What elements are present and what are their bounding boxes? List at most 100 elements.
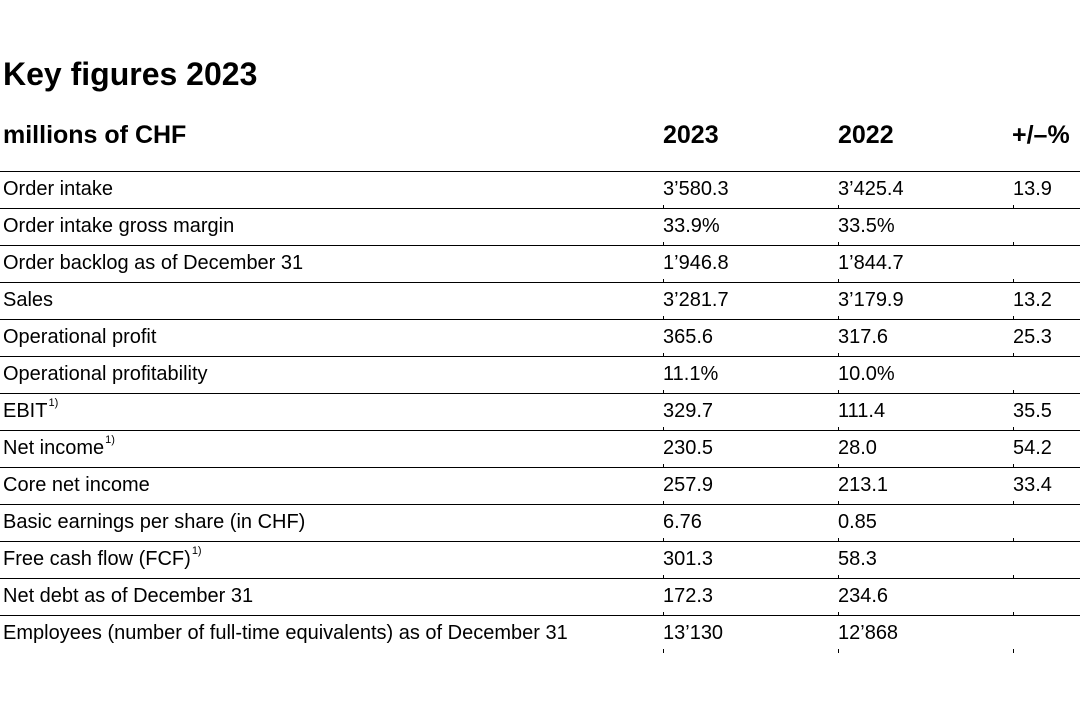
rule-tick: [838, 279, 839, 283]
value-2023: 257.9: [663, 474, 714, 496]
row-label-text: Net income: [3, 437, 105, 459]
value-2023: 1’946.8: [663, 252, 729, 274]
rule-tick: [838, 205, 839, 209]
value-2022: 0.85: [838, 511, 877, 533]
table-row: EBIT1) 329.7 111.4 35.5: [0, 394, 1080, 431]
value-2023: 172.3: [663, 585, 714, 607]
value-2023: 3’281.7: [663, 289, 729, 311]
table-row: Core net income 257.9 213.1 33.4: [0, 468, 1080, 505]
value-2023: 11.1%: [663, 363, 719, 385]
value-2022: 317.6: [838, 326, 889, 348]
row-label-text: Net debt as of December 31: [3, 585, 254, 607]
value-2022: 10.0%: [838, 363, 895, 385]
row-label-text: Sales: [3, 289, 54, 311]
table-header-row: millions of CHF 2023 2022 +/–%: [0, 113, 1080, 172]
value-2023: 6.76: [663, 511, 702, 533]
rule-tick: [1013, 649, 1014, 653]
rule-tick: [1013, 612, 1014, 616]
table-row: Basic earnings per share (in CHF) 6.76 0.8…: [0, 505, 1080, 542]
rule-tick: [1013, 316, 1014, 320]
row-label: Net income1): [3, 435, 115, 461]
rule-tick: [1013, 205, 1014, 209]
row-label-text: Order intake gross margin: [3, 215, 235, 237]
row-label: Basic earnings per share (in CHF): [3, 509, 305, 535]
rule-tick: [663, 242, 664, 246]
rule-tick: [663, 353, 664, 357]
rule-tick: [663, 205, 664, 209]
footnote-marker: 1): [48, 397, 59, 410]
row-label: Net debt as of December 31: [3, 583, 253, 609]
value-2023: 13’130: [663, 622, 724, 644]
rule-tick: [663, 464, 664, 468]
value-2023: 365.6: [663, 326, 714, 348]
value-change: 54.2: [1013, 437, 1052, 459]
value-2022: 234.6: [838, 585, 889, 607]
rule-tick: [1013, 464, 1014, 468]
row-label: EBIT1): [3, 398, 58, 424]
rule-tick: [838, 242, 839, 246]
rule-tick: [663, 427, 664, 431]
rule-tick: [838, 427, 839, 431]
table-row: Order intake gross margin 33.9% 33.5%: [0, 209, 1080, 246]
value-2022: 111.4: [838, 400, 886, 422]
value-2022: 12’868: [838, 622, 899, 644]
row-label: Operational profitability: [3, 361, 208, 387]
row-label: Free cash flow (FCF)1): [3, 546, 202, 572]
value-2023: 301.3: [663, 548, 714, 570]
row-label-text: Basic earnings per share (in CHF): [3, 511, 306, 533]
rule-tick: [663, 612, 664, 616]
table-row: Net income1) 230.5 28.0 54.2: [0, 431, 1080, 468]
rule-tick: [1013, 279, 1014, 283]
rule-tick: [1013, 575, 1014, 579]
page-title: Key figures 2023: [3, 56, 258, 92]
header-2023: 2023: [663, 121, 719, 149]
rule-tick: [838, 353, 839, 357]
rule-tick: [663, 279, 664, 283]
row-label: Operational profit: [3, 324, 156, 350]
value-2022: 3’425.4: [838, 178, 904, 200]
value-change: 35.5: [1013, 400, 1052, 422]
rule-tick: [663, 649, 664, 653]
row-label-text: Free cash flow (FCF): [3, 548, 191, 570]
table-body: Order intake 3’580.3 3’425.4 13.9 Order inta…: [0, 172, 1080, 653]
value-2022: 3’179.9: [838, 289, 904, 311]
rule-tick: [1013, 538, 1014, 542]
value-2023: 3’580.3: [663, 178, 729, 200]
rule-tick: [1013, 501, 1014, 505]
value-2023: 230.5: [663, 437, 714, 459]
row-label-text: Operational profitability: [3, 363, 208, 385]
rule-tick: [838, 538, 839, 542]
header-2022: 2022: [838, 121, 894, 149]
row-label: Order intake: [3, 176, 113, 202]
rule-tick: [838, 464, 839, 468]
table-row: Net debt as of December 31 172.3 234.6: [0, 579, 1080, 616]
rule-tick: [663, 538, 664, 542]
rule-tick: [838, 316, 839, 320]
row-label-text: Employees (number of full-time equivalen…: [3, 622, 568, 644]
table-row: Order backlog as of December 31 1’946.8 1’…: [0, 246, 1080, 283]
header-change: +/–%: [1012, 121, 1070, 149]
rule-tick: [838, 649, 839, 653]
rule-tick: [1013, 242, 1014, 246]
key-figures-table: millions of CHF 2023 2022 +/–% Order int…: [0, 113, 1080, 653]
table-row: Free cash flow (FCF)1) 301.3 58.3: [0, 542, 1080, 579]
row-label-text: Order intake: [3, 178, 114, 200]
row-label: Order backlog as of December 31: [3, 250, 303, 276]
rule-tick: [663, 390, 664, 394]
value-2022: 33.5%: [838, 215, 895, 237]
value-2023: 329.7: [663, 400, 714, 422]
rule-tick: [663, 501, 664, 505]
rule-tick: [1013, 353, 1014, 357]
table-row: Sales 3’281.7 3’179.9 13.2: [0, 283, 1080, 320]
table-row: Employees (number of full-time equivalen…: [0, 616, 1080, 653]
row-label: Core net income: [3, 472, 150, 498]
row-label-text: EBIT: [3, 400, 48, 422]
table-row: Operational profit 365.6 317.6 25.3: [0, 320, 1080, 357]
rule-tick: [838, 575, 839, 579]
rule-tick: [838, 612, 839, 616]
table-row: Operational profitability 11.1% 10.0%: [0, 357, 1080, 394]
row-label-text: Core net income: [3, 474, 150, 496]
rule-tick: [838, 501, 839, 505]
rule-tick: [663, 575, 664, 579]
value-change: 13.9: [1013, 178, 1052, 200]
